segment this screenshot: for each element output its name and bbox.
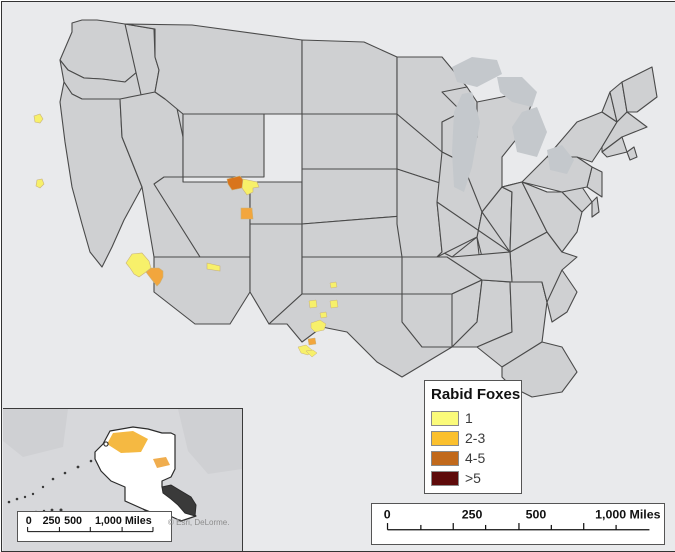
CO [250,182,302,224]
svg-text:1,000 Miles: 1,000 Miles [95,515,152,527]
svg-text:250: 250 [462,507,483,521]
svg-text:250: 250 [43,515,61,527]
SD [302,114,397,169]
svg-text:500: 500 [64,515,82,527]
WY [183,114,264,177]
svg-text:1,000 Miles: 1,000 Miles [595,507,660,521]
svg-text:0: 0 [26,515,32,527]
svg-text:0: 0 [384,507,391,521]
ND [302,40,397,114]
svg-text:500: 500 [526,507,547,521]
